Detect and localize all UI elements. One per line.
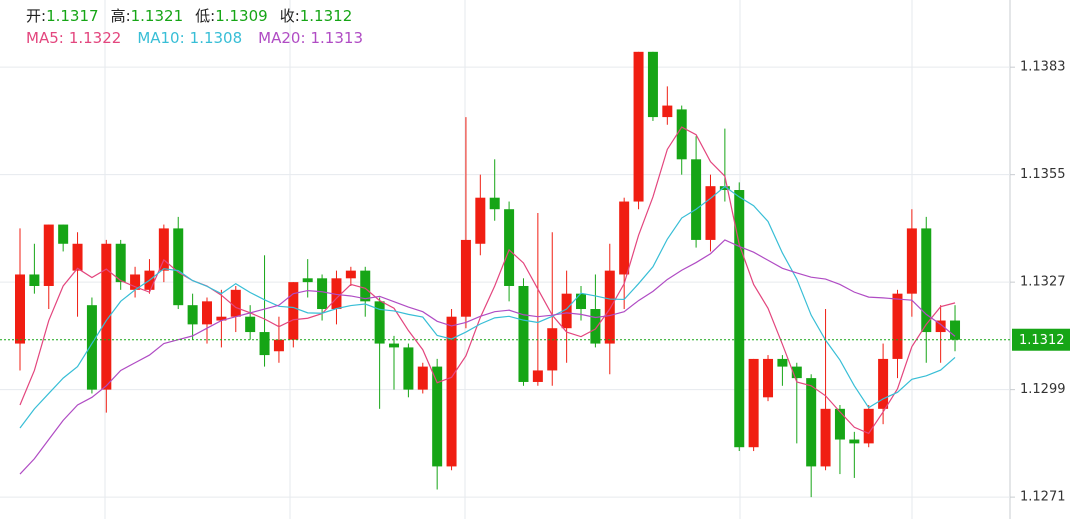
candle-body [29, 274, 40, 286]
candle-body [259, 332, 270, 356]
candle-body [446, 316, 457, 467]
legend-value: 1.1309 [215, 7, 268, 25]
candle-body [950, 320, 961, 340]
legend-name: MA5: [26, 29, 64, 47]
candle-body [662, 105, 673, 118]
y-tick-label: 1.1383 [1020, 60, 1066, 75]
candle-body [72, 243, 83, 271]
candle-body [216, 316, 227, 321]
legend-name: MA20: [258, 29, 305, 47]
candle-body [345, 270, 356, 279]
legend-label: 高: [111, 7, 131, 25]
candle-body [906, 228, 917, 294]
candle-body [202, 301, 213, 325]
candle-body [288, 282, 299, 340]
legend-value: 1.1313 [311, 29, 364, 47]
legend-value: 1.1317 [46, 7, 99, 25]
candle-body [647, 51, 658, 118]
legend-label: 低: [195, 7, 215, 25]
candle-body [820, 408, 831, 467]
last-price-box [1012, 328, 1070, 351]
candle-body [878, 358, 889, 409]
y-tick-label: 1.1271 [1020, 490, 1066, 505]
candle-body [935, 320, 946, 333]
candle-body [834, 408, 845, 440]
ma-line [19, 185, 956, 429]
candle-body [101, 243, 112, 390]
legend-label: 收: [280, 7, 300, 25]
candle-body [590, 309, 601, 344]
ohlc-legend: 开:1.1317 高:1.1321 低:1.1309 收:1.1312 [26, 7, 352, 25]
candle-body [518, 285, 529, 382]
candle-body [15, 274, 25, 344]
candle-body [389, 343, 400, 348]
candle-body [417, 366, 428, 390]
candle-body [432, 366, 443, 467]
candle-body [475, 197, 486, 244]
candle-body [115, 243, 126, 283]
ma-line [19, 239, 956, 475]
candle-body [230, 289, 241, 317]
candle-body [532, 370, 543, 382]
candle-body [43, 224, 54, 286]
candle-body [719, 186, 730, 191]
legend-value: 1.1308 [190, 29, 243, 47]
candle-body [849, 439, 860, 444]
candle-body [633, 51, 644, 202]
legend-value: 1.1312 [300, 7, 353, 25]
legend-label: 开: [26, 7, 46, 25]
candle-body [705, 186, 716, 240]
candle-body [86, 305, 97, 390]
candle-body [374, 301, 385, 344]
candle-body [187, 305, 198, 325]
candle-body [158, 228, 169, 271]
candle-body [892, 293, 903, 359]
legend-name: MA10: [137, 29, 184, 47]
ma-legend: MA5: 1.1322 MA10: 1.1308 MA20: 1.1313 [26, 29, 363, 47]
candle-body [777, 358, 788, 367]
candle-body [763, 358, 774, 398]
candle-body [604, 270, 615, 344]
candle-body [58, 224, 69, 244]
candle-body [691, 159, 702, 240]
candle-body [734, 190, 745, 448]
candle-body [302, 278, 313, 283]
candle-body [130, 274, 141, 290]
candle-body [403, 347, 414, 390]
candle-body [273, 339, 284, 352]
last-price-label: 1.1312 [1019, 333, 1065, 348]
candle-body [748, 358, 759, 448]
candle-body [863, 408, 874, 444]
candle-body [504, 209, 515, 286]
candle-body [360, 270, 371, 302]
candle-body [806, 378, 817, 467]
y-tick-label: 1.1355 [1020, 167, 1066, 182]
candle-body [331, 278, 342, 310]
candle-body [791, 366, 802, 379]
candle-body [676, 109, 687, 160]
candle-body [460, 239, 471, 317]
candle-body [547, 328, 558, 371]
candle-body [921, 228, 932, 333]
legend-value: 1.1321 [131, 7, 184, 25]
y-tick-label: 1.1327 [1020, 275, 1066, 290]
legend-value: 1.1322 [69, 29, 122, 47]
candle-body [619, 201, 630, 275]
candle-body [173, 228, 184, 306]
candle-body [576, 293, 587, 310]
candle-body [317, 278, 328, 310]
y-tick-label: 1.1299 [1020, 382, 1066, 397]
candle-body [245, 316, 256, 333]
candle-body [561, 293, 572, 329]
candle-body [489, 197, 500, 210]
